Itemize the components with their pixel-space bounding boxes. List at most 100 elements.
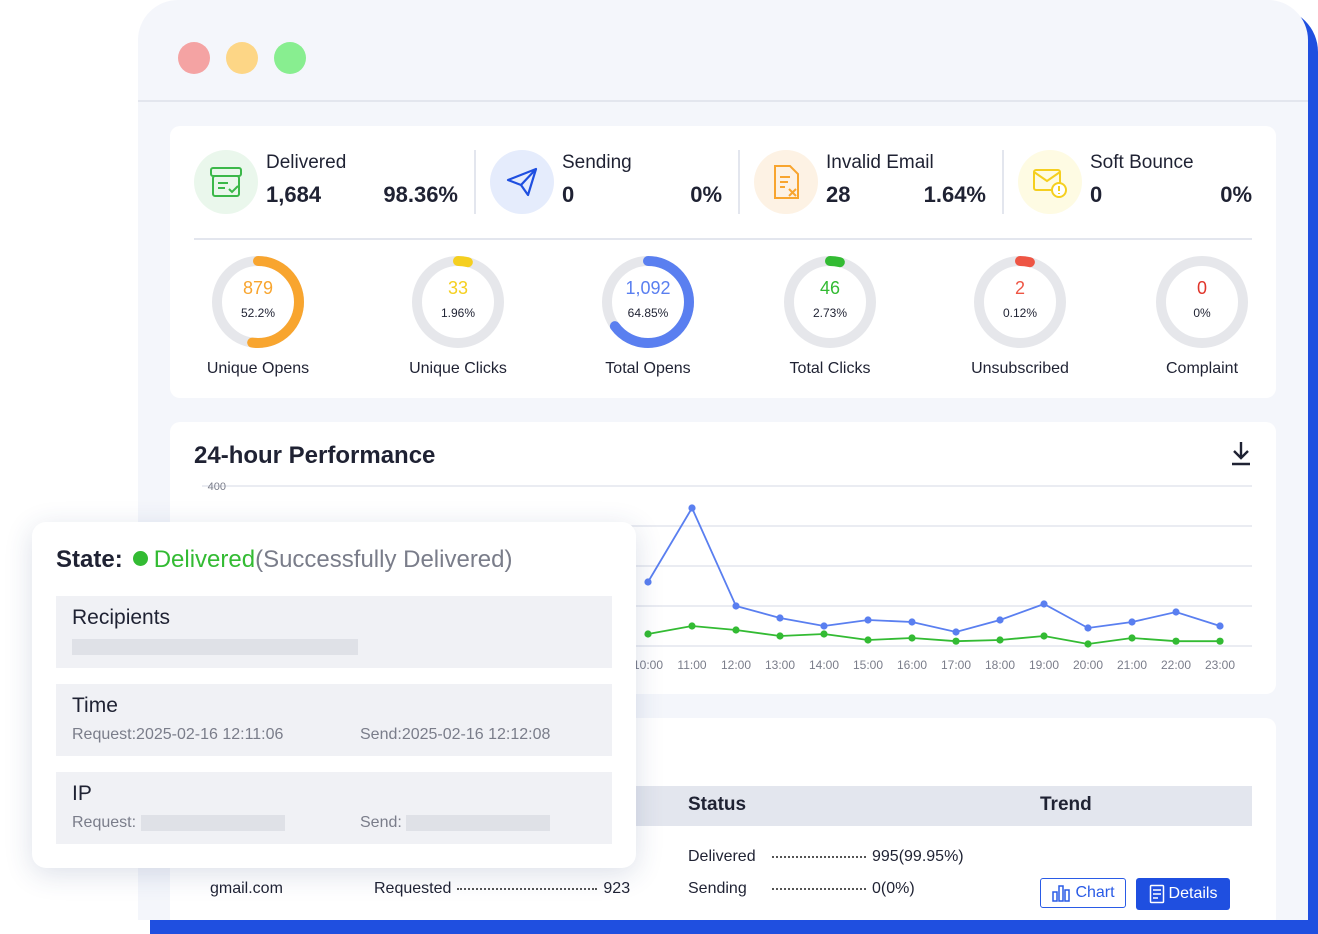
download-icon[interactable] xyxy=(1230,440,1252,471)
x-tick-label: 13:00 xyxy=(765,658,795,672)
time-section: Time Request:2025-02-16 12:11:06 Send:20… xyxy=(56,684,612,756)
state-label: State: xyxy=(56,546,123,573)
chart-button-label: Chart xyxy=(1075,884,1115,901)
data-point xyxy=(1040,632,1048,640)
chart-button[interactable]: Chart xyxy=(1040,878,1126,908)
status-label: Delivered xyxy=(688,848,756,865)
stat-percent: 1.64% xyxy=(923,182,986,207)
donut-arc xyxy=(212,256,304,348)
domain-cell: gmail.com xyxy=(210,880,283,897)
close-window-button[interactable] xyxy=(178,42,210,74)
stat-label: Sending xyxy=(562,152,632,173)
ring-value: 46 xyxy=(819,278,841,298)
data-point xyxy=(644,630,652,638)
ring-unsubscribed: 2 0.12% Unsubscribed xyxy=(930,254,1110,378)
x-tick-label: 21:00 xyxy=(1117,658,1147,672)
recipients-title: Recipients xyxy=(72,606,171,629)
data-point xyxy=(688,622,696,630)
data-point xyxy=(1084,624,1092,632)
leader-dots xyxy=(457,887,598,890)
x-tick-label: 23:00 xyxy=(1205,658,1235,672)
performance-card: 24-hour Performance 40030010:0011:0012:0… xyxy=(170,422,1276,694)
details-button-label: Details xyxy=(1168,885,1218,902)
donut-chart xyxy=(412,256,504,348)
donut-arc xyxy=(412,256,504,348)
stat-label: Soft Bounce xyxy=(1090,152,1194,173)
minimize-window-button[interactable] xyxy=(226,42,258,74)
ip-request: Request: xyxy=(72,814,285,832)
status-line: Sending 0(0%) xyxy=(688,880,915,898)
stat-value: 28 xyxy=(826,182,851,207)
redacted-bar xyxy=(140,814,285,831)
leader-dots xyxy=(772,887,866,890)
paper-plane-icon xyxy=(490,150,554,214)
divider xyxy=(738,150,740,214)
data-point xyxy=(1128,634,1136,642)
x-tick-label: 20:00 xyxy=(1073,658,1103,672)
x-tick-label: 15:00 xyxy=(853,658,883,672)
ring-percent: 64.85% xyxy=(627,306,669,320)
data-point xyxy=(1216,637,1224,645)
ip-section: IP Request: Send: xyxy=(56,772,612,844)
donut-arc xyxy=(974,256,1066,348)
app-window: Delivered 1,684 98.36% Sending 0 0% Inva… xyxy=(138,0,1308,920)
stat-percent: 0% xyxy=(690,182,722,207)
data-point xyxy=(1128,618,1136,626)
ring-value: 1,092 xyxy=(625,278,671,298)
data-point xyxy=(908,618,916,626)
x-tick-label: 16:00 xyxy=(897,658,927,672)
data-point xyxy=(776,632,784,640)
recipients-value xyxy=(72,638,358,656)
data-point xyxy=(820,622,828,630)
donut-chart xyxy=(974,256,1066,348)
x-tick-label: 22:00 xyxy=(1161,658,1191,672)
delivery-detail-popup: State: Delivered(Successfully Delivered) … xyxy=(32,522,636,868)
status-value: 0(0%) xyxy=(872,880,915,897)
stat-value: 0 xyxy=(562,182,575,207)
mail-warning-icon xyxy=(1018,150,1082,214)
recipients-section: Recipients xyxy=(56,596,612,668)
stat-percent: 0% xyxy=(1220,182,1252,207)
maximize-window-button[interactable] xyxy=(274,42,306,74)
x-tick-label: 12:00 xyxy=(721,658,751,672)
stat-sending: Sending 0 0% xyxy=(490,148,722,216)
ip-title: IP xyxy=(72,782,92,805)
status-label: Sending xyxy=(688,880,747,897)
ring-value: 33 xyxy=(447,278,469,298)
ring-label: Unsubscribed xyxy=(971,360,1069,377)
requested-cell: Requested 923 xyxy=(374,880,630,898)
data-point xyxy=(732,602,740,610)
data-point xyxy=(864,616,872,624)
time-request: Request:2025-02-16 12:11:06 xyxy=(72,726,284,743)
ring-percent: 52.2% xyxy=(240,306,276,320)
ring-value: 879 xyxy=(242,278,274,298)
ring-total-clicks: 46 2.73% Total Clicks xyxy=(740,254,920,378)
stat-percent: 98.36% xyxy=(383,182,458,207)
donut-chart xyxy=(1156,256,1248,348)
ring-percent: 0.12% xyxy=(1002,306,1038,320)
data-point xyxy=(688,504,696,512)
ring-label: Complaint xyxy=(1165,360,1239,377)
stat-delivered: Delivered 1,684 98.36% xyxy=(194,148,458,216)
redacted-bar xyxy=(72,638,358,655)
donut-arc xyxy=(602,256,694,348)
status-line: Delivered 995(99.95%) xyxy=(688,848,964,866)
requested-label: Requested xyxy=(374,880,452,897)
data-point xyxy=(1172,608,1180,616)
stats-card: Delivered 1,684 98.36% Sending 0 0% Inva… xyxy=(170,126,1276,398)
details-button[interactable]: Details xyxy=(1136,878,1230,910)
series-line-1 xyxy=(647,625,1220,645)
document-x-icon xyxy=(754,150,818,214)
ring-percent: 0% xyxy=(1193,306,1211,320)
data-point xyxy=(644,578,652,586)
ring-unique-opens: 879 52.2% Unique Opens xyxy=(168,254,348,378)
ring-complaint: 0 0% Complaint xyxy=(1112,254,1292,378)
ip-request-label: Request: xyxy=(72,814,137,831)
donut-chart xyxy=(212,256,304,348)
data-point xyxy=(864,636,872,644)
state-description: (Successfully Delivered) xyxy=(255,546,513,573)
bar-chart-icon xyxy=(1052,885,1071,902)
status-value: 995(99.95%) xyxy=(872,848,964,865)
stat-value: 0 xyxy=(1090,182,1103,207)
ip-send-label: Send: xyxy=(360,814,402,831)
